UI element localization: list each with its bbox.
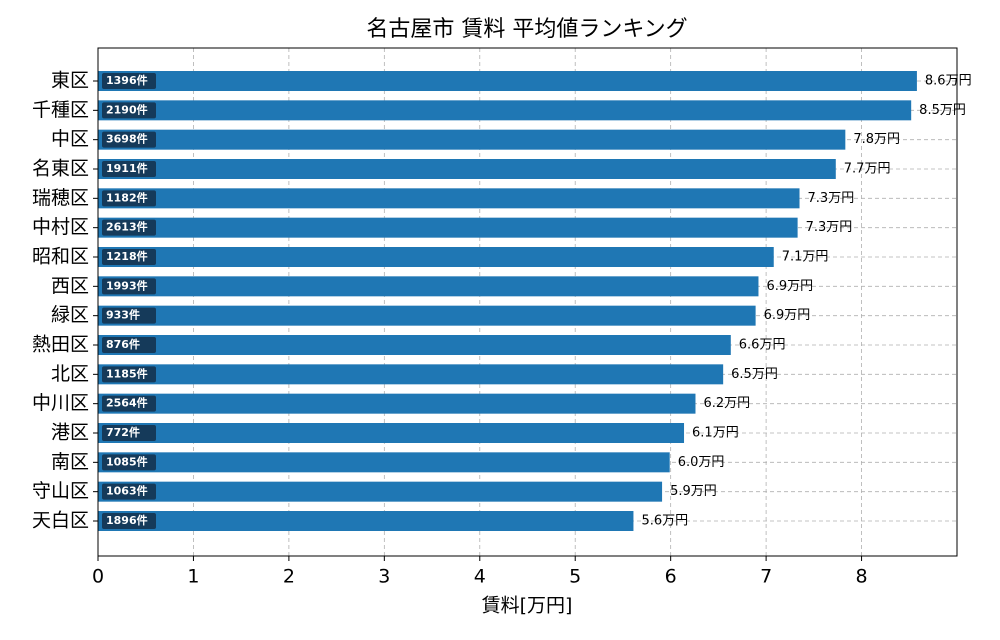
chart-title: 名古屋市 賃料 平均値ランキング bbox=[366, 17, 687, 42]
x-tick-label: 2 bbox=[283, 566, 295, 588]
value-label: 7.3万円 bbox=[806, 220, 853, 235]
count-label: 1911件 bbox=[106, 161, 148, 175]
count-label: 1896件 bbox=[106, 513, 148, 527]
y-tick-label: 昭和区 bbox=[32, 246, 89, 268]
plot-frame bbox=[97, 47, 958, 557]
y-tick-label: 南区 bbox=[51, 451, 89, 473]
count-label: 2564件 bbox=[106, 396, 148, 410]
count-label: 1063件 bbox=[106, 484, 148, 498]
bar bbox=[98, 364, 724, 385]
count-badge bbox=[102, 219, 156, 236]
y-tick-label: 中川区 bbox=[32, 392, 89, 414]
y-tick-label: 千種区 bbox=[32, 99, 89, 121]
count-label: 1085件 bbox=[106, 454, 148, 468]
count-label: 772件 bbox=[106, 425, 140, 439]
bar bbox=[98, 393, 696, 414]
value-label: 6.6万円 bbox=[739, 338, 786, 353]
x-tick-label: 1 bbox=[187, 566, 199, 588]
count-badge bbox=[102, 249, 156, 265]
bar bbox=[98, 452, 670, 473]
count-badge bbox=[102, 454, 156, 471]
value-label: 7.7万円 bbox=[844, 162, 891, 177]
count-label: 2613件 bbox=[106, 220, 148, 234]
y-tick-label: 港区 bbox=[51, 422, 89, 444]
x-axis-label: 賃料[万円] bbox=[482, 595, 573, 617]
value-label: 6.5万円 bbox=[731, 367, 778, 382]
y-tick-label: 緑区 bbox=[51, 304, 89, 326]
count-badge bbox=[102, 366, 156, 383]
bar bbox=[98, 129, 846, 150]
x-tick-label: 0 bbox=[92, 566, 104, 588]
count-label: 876件 bbox=[106, 337, 140, 351]
y-tick-label: 天白区 bbox=[32, 510, 89, 532]
count-badge bbox=[102, 190, 156, 207]
bar bbox=[98, 276, 759, 297]
bar bbox=[98, 481, 663, 502]
value-label: 6.1万円 bbox=[692, 426, 739, 441]
count-label: 1218件 bbox=[106, 249, 148, 263]
x-tick-label: 3 bbox=[378, 566, 390, 588]
count-badge bbox=[102, 337, 156, 353]
count-badge bbox=[102, 73, 156, 89]
bar bbox=[98, 335, 731, 355]
value-label: 5.9万円 bbox=[670, 484, 717, 499]
count-label: 3698件 bbox=[106, 132, 148, 146]
x-tick-label: 5 bbox=[569, 566, 581, 588]
value-label: 7.1万円 bbox=[782, 250, 829, 265]
value-label: 5.6万円 bbox=[641, 514, 688, 529]
value-label: 6.9万円 bbox=[764, 308, 811, 323]
count-badge bbox=[102, 161, 156, 177]
bar bbox=[98, 511, 634, 531]
value-label: 6.0万円 bbox=[678, 455, 725, 470]
bar bbox=[98, 71, 917, 91]
count-label: 1396件 bbox=[106, 73, 148, 87]
x-tick-label: 6 bbox=[665, 566, 677, 588]
value-label: 7.3万円 bbox=[808, 191, 855, 206]
bar bbox=[98, 217, 798, 238]
count-label: 933件 bbox=[106, 308, 140, 322]
count-badge bbox=[102, 102, 156, 119]
count-label: 2190件 bbox=[106, 102, 148, 116]
count-label: 1185件 bbox=[106, 366, 148, 380]
value-label: 8.5万円 bbox=[919, 103, 966, 118]
value-label: 6.9万円 bbox=[766, 279, 813, 294]
count-label: 1993件 bbox=[106, 278, 148, 292]
value-label: 6.2万円 bbox=[703, 396, 750, 411]
y-tick-label: 西区 bbox=[51, 275, 89, 297]
count-badge bbox=[102, 395, 156, 412]
bar bbox=[98, 247, 774, 267]
count-badge bbox=[102, 483, 156, 500]
bar bbox=[98, 188, 800, 209]
y-tick-label: 東区 bbox=[51, 70, 89, 92]
value-label: 8.6万円 bbox=[925, 74, 972, 89]
y-tick-label: 北区 bbox=[51, 363, 89, 385]
bar bbox=[98, 159, 836, 179]
y-tick-label: 中区 bbox=[51, 128, 89, 150]
count-badge bbox=[102, 131, 156, 148]
bar bbox=[98, 100, 912, 121]
y-tick-label: 守山区 bbox=[32, 480, 89, 502]
y-tick-label: 瑞穂区 bbox=[32, 187, 89, 209]
y-tick-label: 名東区 bbox=[32, 158, 89, 180]
x-tick-label: 7 bbox=[760, 566, 772, 588]
count-badge bbox=[102, 307, 156, 324]
x-tick-label: 8 bbox=[856, 566, 868, 588]
bar bbox=[98, 305, 756, 326]
count-badge bbox=[102, 513, 156, 529]
count-badge bbox=[102, 425, 156, 441]
x-tick-label: 4 bbox=[474, 566, 486, 588]
bar bbox=[98, 423, 685, 443]
count-label: 1182件 bbox=[106, 190, 148, 204]
count-badge bbox=[102, 278, 156, 295]
y-tick-label: 中村区 bbox=[32, 216, 89, 238]
y-tick-label: 熱田区 bbox=[32, 334, 89, 356]
value-label: 7.8万円 bbox=[853, 132, 900, 147]
